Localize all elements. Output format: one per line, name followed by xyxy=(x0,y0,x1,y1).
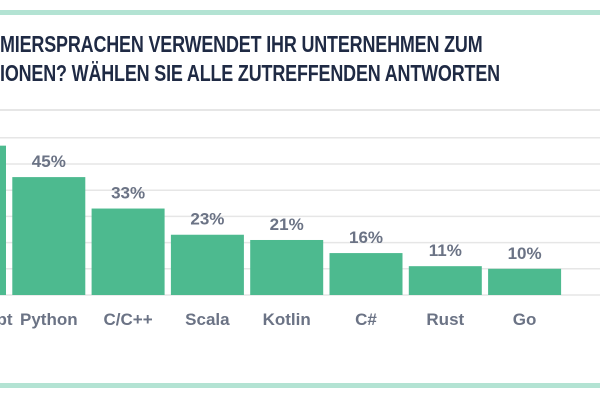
bar-python xyxy=(12,177,86,295)
value-label: 23% xyxy=(190,210,224,229)
category-label: Rust xyxy=(426,310,464,329)
value-label: 10% xyxy=(508,244,542,263)
value-label: 11% xyxy=(429,241,462,260)
category-label: Go xyxy=(513,310,537,329)
category-label: C# xyxy=(355,310,377,329)
value-label: 45% xyxy=(32,152,66,171)
category-label: C/C++ xyxy=(104,310,153,329)
bar-c-c- xyxy=(91,208,165,295)
chart-title-line-2: IONEN? WÄHLEN SIE ALLE ZUTREFFENDEN ANTW… xyxy=(0,60,500,86)
chart-title-line-1: MIERSPRACHEN VERWENDET IHR UNTERNEHMEN Z… xyxy=(0,31,483,57)
category-label: Python xyxy=(20,310,78,329)
bottom-accent-line xyxy=(0,383,600,388)
category-label: Scala xyxy=(185,310,230,329)
value-label: 33% xyxy=(111,184,145,203)
category-label: JavaScript xyxy=(0,310,13,329)
bar-c- xyxy=(329,253,403,295)
bar-go xyxy=(488,268,562,295)
bar-rust xyxy=(408,266,482,295)
bar-scala xyxy=(170,234,244,295)
bar-kotlin xyxy=(250,239,324,295)
title-divider xyxy=(0,109,600,111)
category-label: Kotlin xyxy=(263,310,311,329)
top-accent-line xyxy=(0,10,600,15)
value-label: 21% xyxy=(270,215,304,234)
bar-javascript xyxy=(0,145,6,295)
value-label: 16% xyxy=(349,228,383,247)
